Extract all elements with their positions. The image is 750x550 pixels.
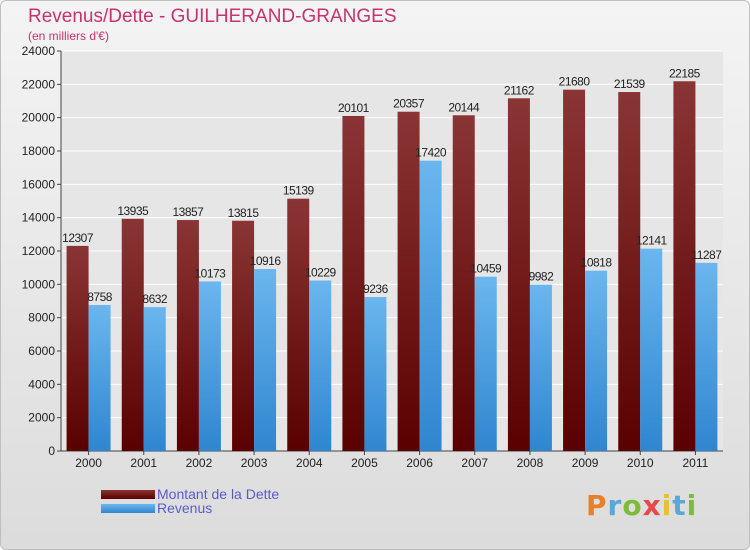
legend-swatch-dette [101,490,155,499]
y-tick-label: 2000 [28,411,55,425]
x-tick-label: 2002 [186,456,213,470]
data-label-dette: 12307 [62,231,94,245]
bar-dette [287,198,310,451]
data-label-dette: 20101 [338,101,370,115]
y-tick-label: 0 [48,444,55,458]
bar-dette [176,220,199,451]
data-label-dette: 13857 [172,205,204,219]
x-tick-label: 2004 [296,456,323,470]
bar-revenus [529,284,552,451]
data-label-revenus: 10173 [194,266,226,280]
data-label-dette: 22185 [669,66,701,80]
data-label-revenus: 10818 [581,256,613,270]
data-label-dette: 15139 [283,184,315,198]
data-label-dette: 20144 [448,100,480,114]
bar-dette [618,92,641,452]
chart-subtitle: (en milliers d'€) [28,29,109,43]
logo-letter: x [642,489,662,522]
bar-dette [452,115,475,452]
x-tick-label: 2001 [130,456,157,470]
bar-dette [342,115,365,451]
logo-letter: t [672,489,687,522]
bar-revenus [143,307,166,451]
x-tick-label: 2009 [572,456,599,470]
bar-dette [563,89,586,452]
y-tick-label: 22000 [22,77,56,91]
bar-revenus [695,262,718,451]
x-tick-label: 2010 [627,456,654,470]
data-label-revenus: 9982 [529,270,555,284]
data-label-dette: 13815 [228,206,260,220]
x-tick-label: 2011 [683,456,709,470]
y-tick-label: 4000 [28,377,55,391]
logo-letter: P [586,489,608,522]
data-label-revenus: 10229 [305,266,337,280]
y-tick-label: 24000 [22,44,56,58]
data-label-dette: 13935 [117,204,149,218]
chart-title: Revenus/Dette - GUILHERAND-GRANGES [28,6,397,27]
bar-revenus [254,269,277,451]
bar-revenus [198,281,221,451]
x-tick-label: 2007 [461,456,488,470]
proxiti-logo: Proxiti [586,489,697,522]
legend-swatch-revenus [101,504,155,513]
bar-revenus [640,248,663,451]
y-tick-label: 12000 [22,244,56,258]
bar-dette [397,111,420,451]
x-tick-label: 2006 [406,456,433,470]
legend-label-revenus: Revenus [157,500,213,516]
data-label-dette: 20357 [393,97,425,111]
x-tick-label: 2000 [75,456,102,470]
bar-dette [673,81,696,451]
bar-revenus [88,305,111,451]
data-label-revenus: 8758 [87,290,113,304]
data-label-dette: 21162 [504,83,535,97]
bar-revenus [474,276,497,451]
y-tick-label: 20000 [22,111,56,125]
bar-revenus [419,160,442,451]
data-label-revenus: 12141 [636,234,668,248]
bar-revenus [364,297,387,451]
logo-letter: r [607,489,623,522]
legend-label-dette: Montant de la Dette [157,486,280,502]
data-label-revenus: 10916 [250,254,282,268]
y-tick-label: 8000 [28,311,55,325]
bar-revenus [585,270,608,451]
data-label-revenus: 8632 [142,292,168,306]
y-tick-label: 6000 [28,344,55,358]
bar-dette [66,245,89,451]
x-tick-label: 2005 [351,456,378,470]
x-tick-label: 2008 [517,456,544,470]
y-tick-label: 16000 [22,177,56,191]
y-tick-label: 18000 [22,144,56,158]
bar-dette [232,220,255,451]
y-tick-label: 10000 [22,277,56,291]
x-tick-label: 2003 [241,456,268,470]
logo-letter: i [686,489,698,522]
bar-dette [507,98,530,452]
data-label-revenus: 17420 [415,146,447,160]
data-label-dette: 21680 [559,75,591,89]
logo-letter: i [661,489,673,522]
bar-dette [121,218,144,451]
data-label-revenus: 10459 [470,262,502,276]
data-label-dette: 21539 [614,77,646,91]
logo-letter: o [622,489,643,522]
data-label-revenus: 9236 [363,282,389,296]
data-label-revenus: 11287 [691,248,722,262]
y-tick-label: 14000 [22,211,56,225]
bar-revenus [309,280,332,451]
